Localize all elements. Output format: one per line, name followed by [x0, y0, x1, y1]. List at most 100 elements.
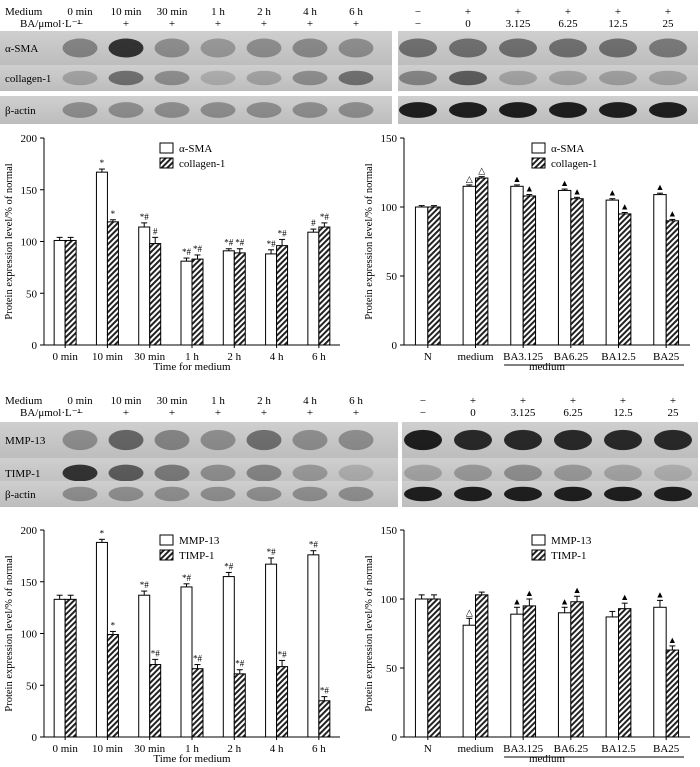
significance-mark: *# — [193, 654, 203, 664]
significance-mark: ▲ — [668, 208, 677, 218]
band — [599, 38, 637, 58]
significance-mark: * — [100, 158, 105, 168]
y-tick-label: 200 — [21, 525, 38, 537]
band — [649, 70, 687, 86]
significance-mark: ▲ — [656, 589, 665, 599]
blot-strip — [0, 96, 392, 124]
y-tick-label: 100 — [381, 202, 398, 214]
legend-swatch — [159, 157, 174, 169]
medium-label: + — [615, 6, 621, 18]
band — [454, 486, 492, 502]
band — [62, 70, 98, 86]
bar-hatched — [106, 221, 119, 346]
medium-label: − — [415, 6, 421, 18]
blot-strip — [398, 96, 698, 124]
significance-mark: △ — [466, 174, 473, 184]
band — [62, 464, 98, 482]
band — [604, 429, 642, 451]
band — [154, 38, 190, 58]
band — [338, 486, 374, 502]
significance-mark: △ — [466, 607, 473, 617]
y-tick-label: 50 — [386, 271, 398, 283]
band — [604, 486, 642, 502]
ba-label: + — [169, 18, 175, 30]
significance-mark: ▲ — [560, 178, 569, 188]
band — [246, 102, 282, 118]
significance-mark: ▲ — [573, 186, 582, 196]
x-tick-label: BA12.5 — [601, 351, 636, 363]
bar-white — [307, 554, 320, 738]
ba-label: 3.125 — [506, 18, 531, 30]
y-tick-label: 150 — [21, 577, 38, 589]
medium-label: + — [465, 6, 471, 18]
ba-label: + — [123, 18, 129, 30]
band — [338, 38, 374, 58]
bar-white — [605, 199, 620, 346]
bar-white — [653, 606, 667, 738]
ba-label: + — [307, 407, 313, 419]
x-axis-label: Time for medium — [153, 361, 231, 373]
band — [649, 38, 687, 58]
x-axis-label: medium — [529, 753, 565, 765]
significance-mark: *# — [278, 649, 288, 659]
blot-strip — [402, 481, 698, 507]
band — [108, 429, 144, 451]
y-axis-label: Protein expression level/% of normal — [4, 555, 15, 711]
blot-strip — [0, 481, 398, 507]
significance-mark: # — [153, 226, 158, 236]
bar-white — [605, 616, 620, 738]
y-tick-label: 50 — [386, 663, 398, 675]
bar-hatched — [427, 206, 441, 346]
legend-swatch — [531, 142, 546, 154]
medium-label: 0 min — [67, 6, 93, 18]
band — [399, 38, 437, 58]
significance-mark: ▲ — [560, 596, 569, 606]
legend-label: collagen-1 — [179, 158, 225, 170]
x-tick-label: medium — [457, 351, 493, 363]
band — [554, 429, 592, 451]
band — [154, 486, 190, 502]
band — [554, 486, 592, 502]
ba-row-label: BA/μmol·L⁻¹ — [20, 407, 81, 419]
legend-label: TIMP-1 — [179, 550, 214, 562]
legend-label: MMP-13 — [179, 535, 220, 547]
blot-strip — [402, 422, 698, 458]
band — [200, 429, 236, 451]
x-tick-label: BA6.25 — [554, 351, 589, 363]
ba-label: 25 — [663, 18, 675, 30]
significance-mark: ▲ — [525, 588, 534, 598]
ba-row-label: BA/μmol·L⁻¹ — [20, 18, 81, 30]
medium-row-label: Medium — [5, 395, 43, 407]
band — [554, 464, 592, 482]
legend-swatch — [531, 157, 546, 169]
band — [549, 102, 587, 118]
legend-label: α-SMA — [551, 143, 584, 155]
protein-label: TIMP-1 — [5, 468, 40, 480]
band — [108, 464, 144, 482]
band — [62, 38, 98, 58]
y-tick-label: 0 — [32, 732, 38, 744]
ba-label: − — [77, 407, 83, 419]
band — [154, 102, 190, 118]
band — [200, 70, 236, 86]
band — [449, 102, 487, 118]
medium-label: + — [565, 6, 571, 18]
significance-mark: ▲ — [620, 592, 629, 602]
legend-swatch — [159, 534, 174, 546]
ba-label: 0 — [470, 407, 476, 419]
band — [246, 486, 282, 502]
bar-charts: 0 50 100 150 200 Protein expression level/% o… — [4, 133, 690, 765]
bar-hatched — [64, 598, 77, 738]
blot-strip — [0, 65, 392, 91]
significance-mark: *# — [182, 247, 192, 257]
band — [549, 70, 587, 86]
significance-mark: *# — [193, 244, 203, 254]
x-tick-label: 10 min — [92, 351, 123, 363]
x-tick-label: 1 h — [185, 351, 199, 363]
significance-mark: ▲ — [668, 635, 677, 645]
x-tick-label: BA25 — [653, 743, 680, 755]
bar-hatched — [191, 668, 204, 738]
x-tick-label: N — [424, 351, 432, 363]
legend-label: α-SMA — [179, 143, 212, 155]
bar-hatched — [149, 243, 162, 346]
